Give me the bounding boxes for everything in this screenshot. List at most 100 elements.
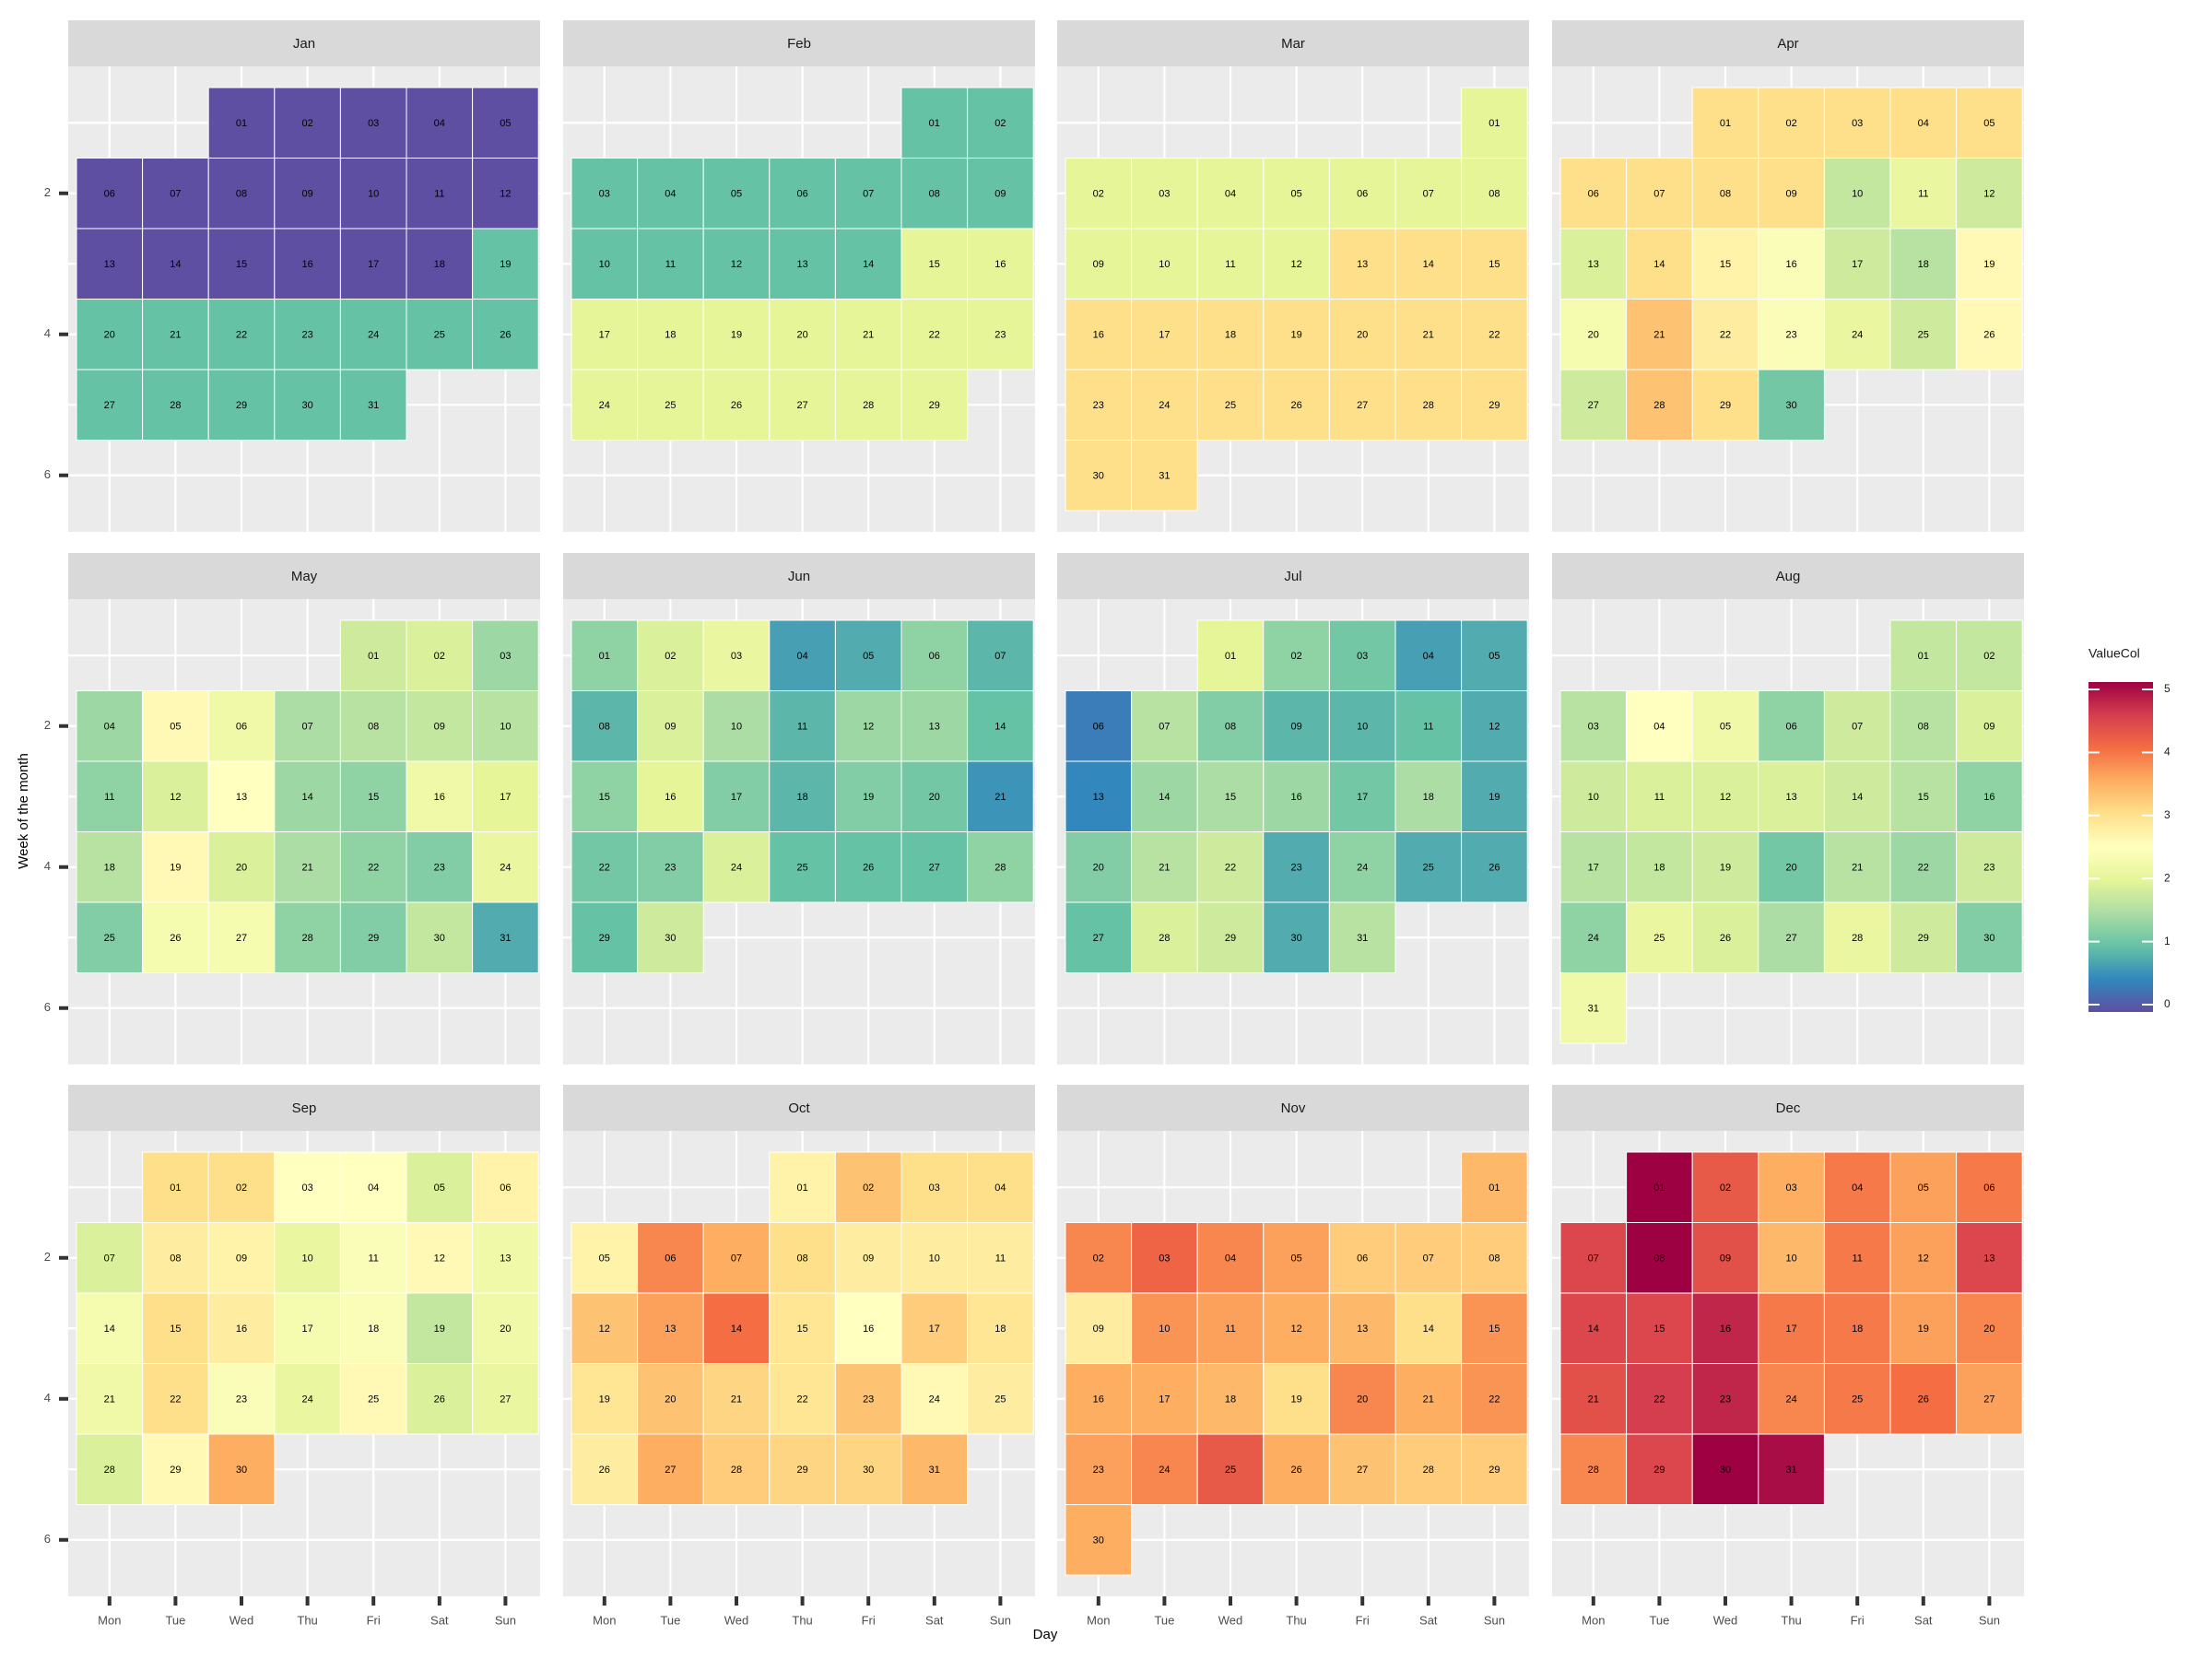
cell-day-label: 06 xyxy=(500,1182,511,1194)
cell-day-label: 14 xyxy=(731,1324,742,1335)
heat-cell xyxy=(76,1433,144,1505)
heat-cell xyxy=(207,760,276,832)
panel-strip xyxy=(1552,553,2024,599)
heat-cell xyxy=(76,901,144,973)
panel-strip-label: Sep xyxy=(292,1100,317,1116)
heat-cell xyxy=(900,299,969,371)
heat-cell xyxy=(406,831,474,903)
cell-day-label: 16 xyxy=(1093,330,1104,341)
heat-cell xyxy=(967,1222,1034,1294)
panel-strip xyxy=(1552,20,2024,66)
heat-cell xyxy=(967,619,1034,691)
heat-cell xyxy=(274,369,341,441)
cell-day-label: 21 xyxy=(1588,1394,1599,1406)
heat-cell xyxy=(1394,831,1463,903)
heat-cell xyxy=(142,1292,209,1364)
cell-day-label: 01 xyxy=(599,651,610,662)
cell-day-label: 30 xyxy=(863,1465,874,1476)
cell-day-label: 03 xyxy=(1852,118,1863,129)
x-tick-label: Thu xyxy=(297,1613,317,1627)
cell-day-label: 25 xyxy=(796,863,807,874)
x-tick-label: Tue xyxy=(1649,1613,1669,1627)
x-tick-label: Wed xyxy=(1218,1613,1243,1627)
cell-day-label: 03 xyxy=(1159,1253,1170,1265)
cell-day-label: 13 xyxy=(929,722,940,733)
cell-day-label: 27 xyxy=(1093,933,1104,944)
heat-cell xyxy=(1394,299,1463,371)
panel-strip-label: Mar xyxy=(1281,36,1305,52)
cell-day-label: 29 xyxy=(170,1465,181,1476)
heat-cell xyxy=(967,1151,1034,1223)
panel-strip xyxy=(1057,20,1529,66)
cell-day-label: 20 xyxy=(1785,863,1796,874)
cell-day-label: 11 xyxy=(1918,189,1928,200)
x-tick-label: Mon xyxy=(98,1613,121,1627)
heat-cell xyxy=(406,1222,474,1294)
cell-day-label: 14 xyxy=(994,722,1006,733)
heat-cell xyxy=(1626,831,1693,903)
heat-cell xyxy=(769,831,836,903)
heat-cell xyxy=(834,760,902,832)
cell-day-label: 14 xyxy=(1852,792,1863,803)
heat-cell xyxy=(1758,228,1825,300)
heat-cell xyxy=(339,158,407,229)
cell-day-label: 25 xyxy=(1653,933,1665,944)
month-panel-oct: Oct 01 02 03 04 05 06 07 08 09 10 11 12 13 14 15 16 17 18 1… xyxy=(563,1085,1035,1596)
month-panel-nov: Nov 01 02 03 04 05 06 07 08 09 10 11 12 13 14 15 16 17 18 1… xyxy=(1057,1085,1529,1596)
cell-day-label: 04 xyxy=(1225,189,1236,200)
heat-cell xyxy=(1328,1433,1396,1505)
cell-day-label: 23 xyxy=(994,330,1006,341)
heat-cell xyxy=(472,299,539,371)
cell-day-label: 18 xyxy=(1225,330,1236,341)
heat-cell xyxy=(1263,369,1330,441)
cell-day-label: 28 xyxy=(104,1465,115,1476)
heat-cell xyxy=(76,369,144,441)
heat-cell xyxy=(207,158,276,229)
x-tick-label: Wed xyxy=(1713,1613,1738,1627)
heat-cell xyxy=(637,619,704,691)
cell-day-label: 18 xyxy=(1852,1324,1863,1335)
cell-day-label: 15 xyxy=(1653,1324,1665,1335)
heat-cell xyxy=(406,87,474,159)
cell-day-label: 07 xyxy=(994,651,1006,662)
x-tick-label: Wed xyxy=(229,1613,254,1627)
heat-cell xyxy=(1196,228,1265,300)
heat-cell xyxy=(967,228,1034,300)
heat-cell xyxy=(1461,369,1528,441)
cell-day-label: 27 xyxy=(1588,400,1599,411)
heat-cell xyxy=(207,228,276,300)
month-panel-feb: Feb 01 02 03 04 05 06 07 08 09 10 11 12 13 14 15 16 17 18 1… xyxy=(563,20,1035,532)
cell-day-label: 18 xyxy=(1918,259,1929,270)
heat-cell xyxy=(1758,690,1825,762)
cell-day-label: 08 xyxy=(1918,722,1929,733)
cell-day-label: 06 xyxy=(1357,1253,1368,1265)
heat-cell xyxy=(142,760,209,832)
heat-cell xyxy=(1065,369,1133,441)
heat-cell xyxy=(834,369,902,441)
cell-day-label: 05 xyxy=(1720,722,1731,733)
heat-cell xyxy=(1263,228,1330,300)
x-tick-label: Fri xyxy=(1356,1613,1370,1627)
x-tick-label: Fri xyxy=(862,1613,876,1627)
cell-day-label: 19 xyxy=(1918,1324,1929,1335)
y-tick-label: 4 xyxy=(44,326,51,340)
heat-cell xyxy=(1196,619,1265,691)
month-panel-apr: Apr 01 02 03 04 05 06 07 08 09 10 11 12 13 14 15 16 17 18 1… xyxy=(1552,20,2024,532)
cell-day-label: 18 xyxy=(368,1324,379,1335)
cell-day-label: 06 xyxy=(796,189,807,200)
x-tick-label: Mon xyxy=(1582,1613,1605,1627)
heat-cell xyxy=(1461,87,1528,159)
cell-day-label: 27 xyxy=(500,1394,511,1406)
x-tick-label: Sat xyxy=(1914,1613,1933,1627)
heat-cell xyxy=(1626,228,1693,300)
cell-day-label: 24 xyxy=(1159,1465,1170,1476)
heat-cell xyxy=(1394,158,1463,229)
cell-day-label: 19 xyxy=(599,1394,610,1406)
heat-cell xyxy=(637,760,704,832)
cell-day-label: 17 xyxy=(500,792,511,803)
cell-day-label: 05 xyxy=(170,722,181,733)
heat-cell xyxy=(967,1292,1034,1364)
heat-cell xyxy=(1394,1292,1463,1364)
x-tick-label: Sun xyxy=(1979,1613,2000,1627)
legend-title: ValueCol xyxy=(2088,646,2140,661)
